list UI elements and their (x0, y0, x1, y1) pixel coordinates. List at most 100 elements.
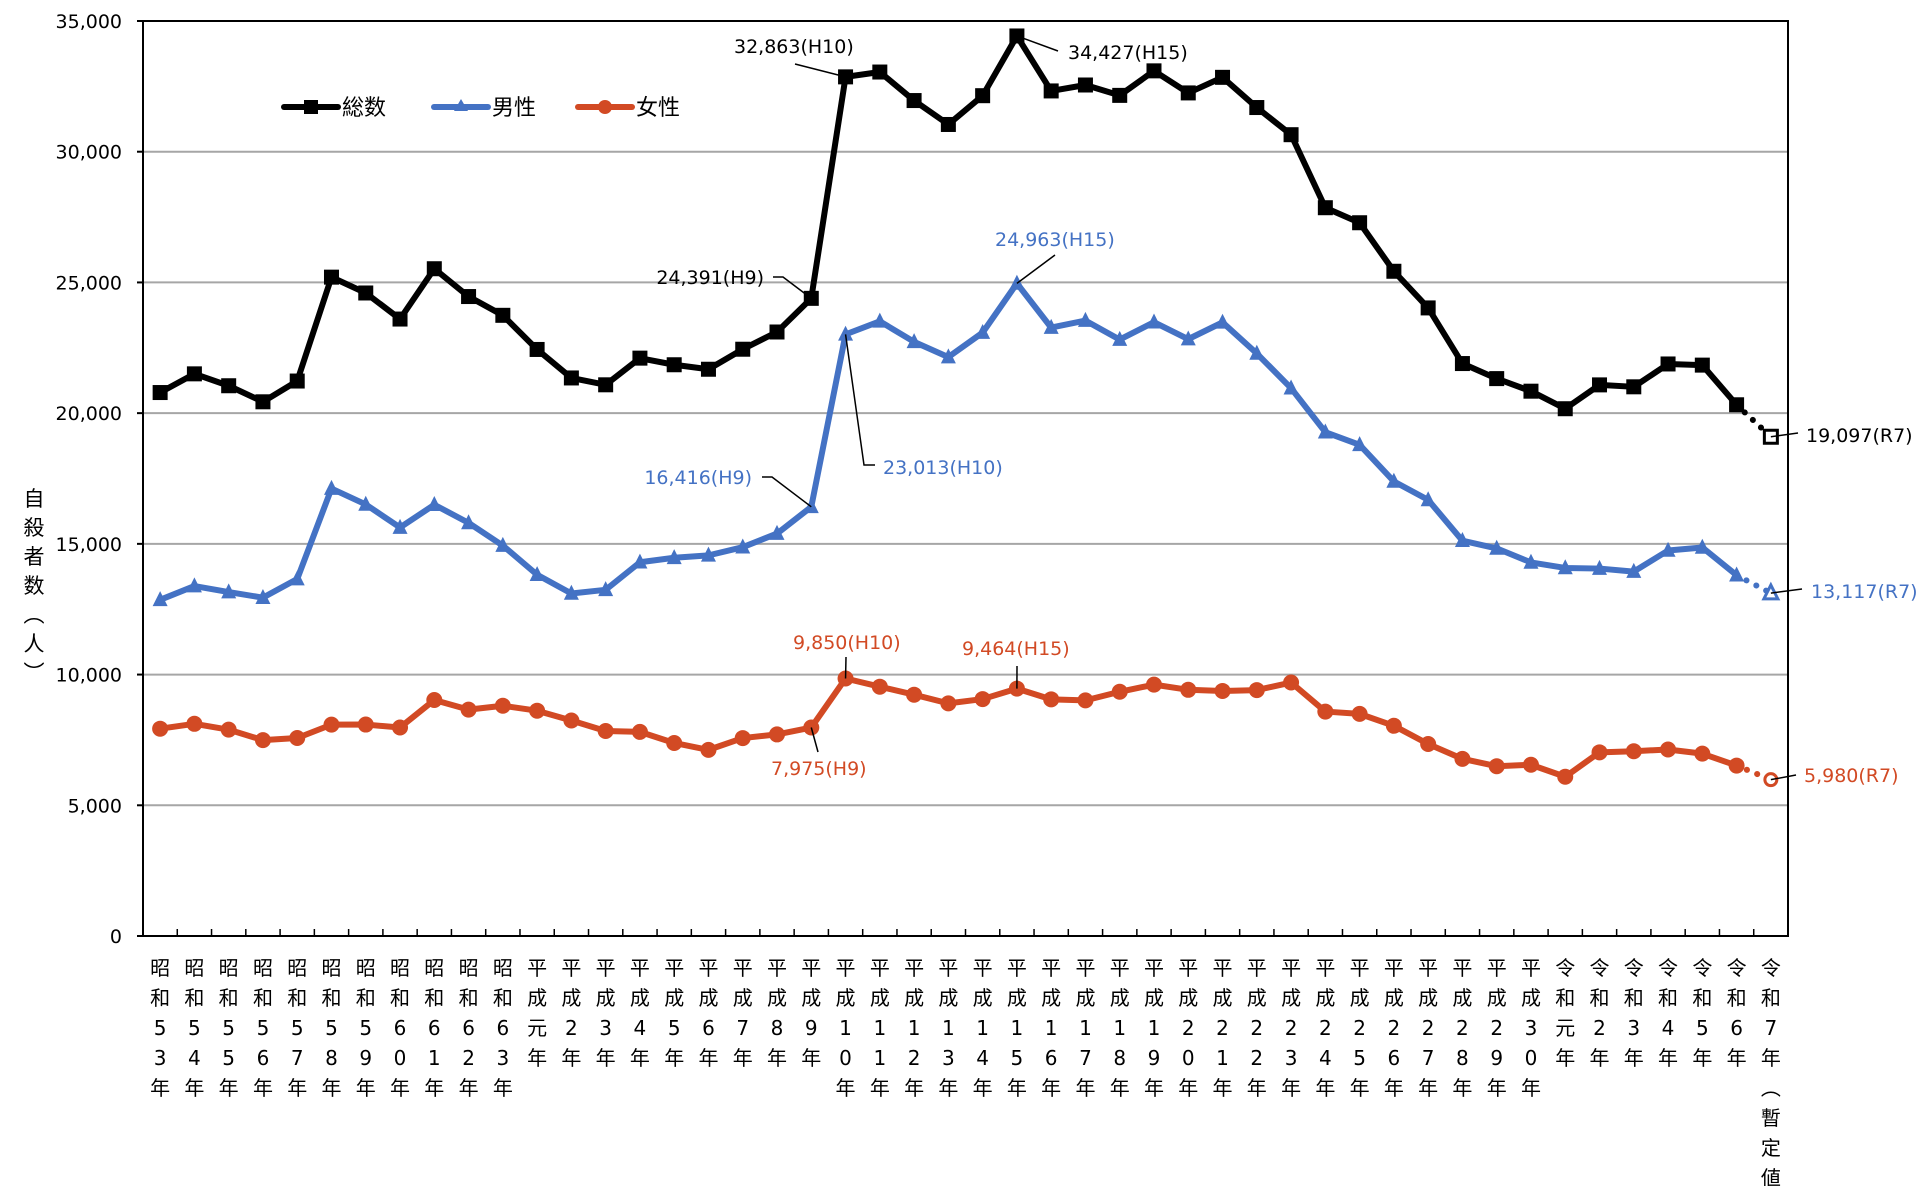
annotation-label: 34,427(H15) (1068, 42, 1188, 64)
x-axis-label: 令和 6 年 (1727, 956, 1747, 1070)
annotation-leader-line (844, 334, 875, 466)
legend-label: 男性 (492, 96, 536, 121)
data-point-square (1454, 356, 1470, 372)
data-point-square (1112, 87, 1128, 103)
data-point-circle (871, 678, 888, 695)
series-provisional-segment (1733, 401, 1774, 440)
data-point-circle (152, 720, 169, 737)
x-axis-label: 平成 1 0 年 (836, 956, 856, 1100)
data-point-square (392, 311, 408, 327)
x-axis-label: 平成 1 9 年 (1144, 956, 1164, 1100)
annotation-leader-line (773, 276, 812, 299)
data-point-triangle (1454, 532, 1470, 547)
data-point-square (1077, 77, 1093, 93)
x-axis-label: 平成 2 8 年 (1452, 956, 1472, 1100)
annotation-leader-line (810, 727, 819, 753)
data-point-circle (494, 697, 511, 714)
x-axis-label: 昭和 5 4 年 (184, 956, 204, 1100)
annotation-label: 32,863(H10) (734, 36, 854, 58)
data-point-square (872, 64, 888, 80)
data-point-triangle (1592, 559, 1608, 575)
data-point-square (289, 373, 305, 389)
data-point-triangle (1489, 539, 1505, 555)
x-axis-label: 平成 6 年 (698, 956, 718, 1070)
x-axis-label: 平成 2 5 年 (1350, 956, 1370, 1100)
data-point-triangle (152, 591, 168, 607)
annotation-leader-line (1016, 35, 1059, 52)
series-total (152, 28, 1779, 445)
data-point-triangle (495, 536, 511, 552)
x-axis-label: 昭和 5 9 年 (356, 956, 376, 1100)
annotations-layer: 32,863(H10) 34,427(H15) 24,391(H9) 19,097(R… (644, 35, 1918, 787)
data-point-square (1386, 263, 1402, 279)
data-point-square (632, 350, 648, 366)
data-point-circle (460, 701, 477, 718)
data-point-square (1283, 127, 1299, 143)
data-point-circle (666, 734, 683, 751)
data-point-triangle (940, 348, 956, 364)
x-axis-label: 令和 4 年 (1658, 956, 1678, 1070)
data-point-triangle (872, 312, 888, 328)
data-point-triangle (1386, 472, 1402, 488)
annotation-leader-line (762, 476, 812, 508)
data-point-circle (700, 741, 717, 758)
data-point-circle (1694, 745, 1711, 762)
data-point-square (975, 88, 991, 104)
data-point-square (1215, 69, 1231, 85)
x-axis-label: 令和 2 年 (1590, 956, 1610, 1070)
data-point-square (426, 261, 442, 277)
data-point-square (1694, 357, 1710, 373)
data-point-square (358, 285, 374, 301)
data-point-circle (426, 692, 443, 709)
data-point-triangle (289, 570, 305, 586)
data-point-square (700, 361, 716, 377)
data-point-circle (1660, 741, 1677, 758)
data-point-square (769, 324, 785, 340)
series-male (152, 274, 1781, 607)
x-axis-label: 平成 1 3 年 (938, 956, 958, 1100)
data-point-triangle (700, 546, 716, 562)
legend-item-male: 男性 (431, 96, 536, 121)
legend-item-female: 女性 (575, 96, 680, 121)
data-point-triangle (1043, 318, 1059, 334)
annotation-label: 19,097(R7) (1806, 425, 1913, 447)
data-point-triangle (186, 577, 202, 593)
x-axis-label: 平成 1 5 年 (1007, 956, 1027, 1100)
x-axis-labels: 昭和 5 3 年昭和 5 4 年昭和 5 5 年昭和 5 6 年昭和 5 7 年昭和 5 8 年昭和 5 9 年昭和 6 0 年… (150, 956, 1781, 1186)
legend-label: 女性 (636, 96, 680, 121)
x-axis-label: 平成 1 8 年 (1110, 956, 1130, 1100)
annotation-label: 24,963(H15) (995, 229, 1115, 251)
data-point-triangle (769, 524, 785, 540)
data-point-triangle (1352, 436, 1368, 452)
data-point-circle (1214, 682, 1231, 699)
x-axis-label: 昭和 5 5 年 (219, 956, 239, 1100)
annotation-leader-line (1770, 432, 1799, 438)
x-axis-label: 平成 2 6 年 (1384, 956, 1404, 1100)
x-axis-label: 平成 3 年 (596, 956, 616, 1070)
data-point-triangle (461, 514, 477, 530)
data-point-square (1180, 85, 1196, 101)
y-tick-label: 35,000 (56, 11, 122, 33)
y-tick-label: 25,000 (56, 272, 122, 294)
data-point-triangle (1626, 562, 1642, 578)
gridlines (143, 150, 1788, 807)
data-point-square (1660, 356, 1676, 372)
data-point-triangle (1557, 559, 1573, 575)
data-point-square (495, 307, 511, 323)
data-point-triangle (803, 498, 819, 514)
x-axis-label: 平成元年 (527, 956, 547, 1070)
data-point-triangle (906, 333, 922, 349)
data-point-circle (1591, 744, 1608, 761)
annotation-label: 9,464(H15) (962, 638, 1070, 660)
x-axis-label: 昭和 5 7 年 (287, 956, 307, 1100)
y-tick-label: 15,000 (56, 534, 122, 556)
data-point-triangle (1523, 553, 1539, 569)
y-tick-label: 10,000 (56, 665, 122, 687)
data-point-circle (631, 723, 648, 740)
annotation-label: 24,391(H9) (656, 267, 764, 289)
data-point-circle (563, 712, 580, 729)
data-point-square (186, 366, 202, 382)
data-point-circle (1488, 758, 1505, 775)
data-point-circle (220, 721, 237, 738)
